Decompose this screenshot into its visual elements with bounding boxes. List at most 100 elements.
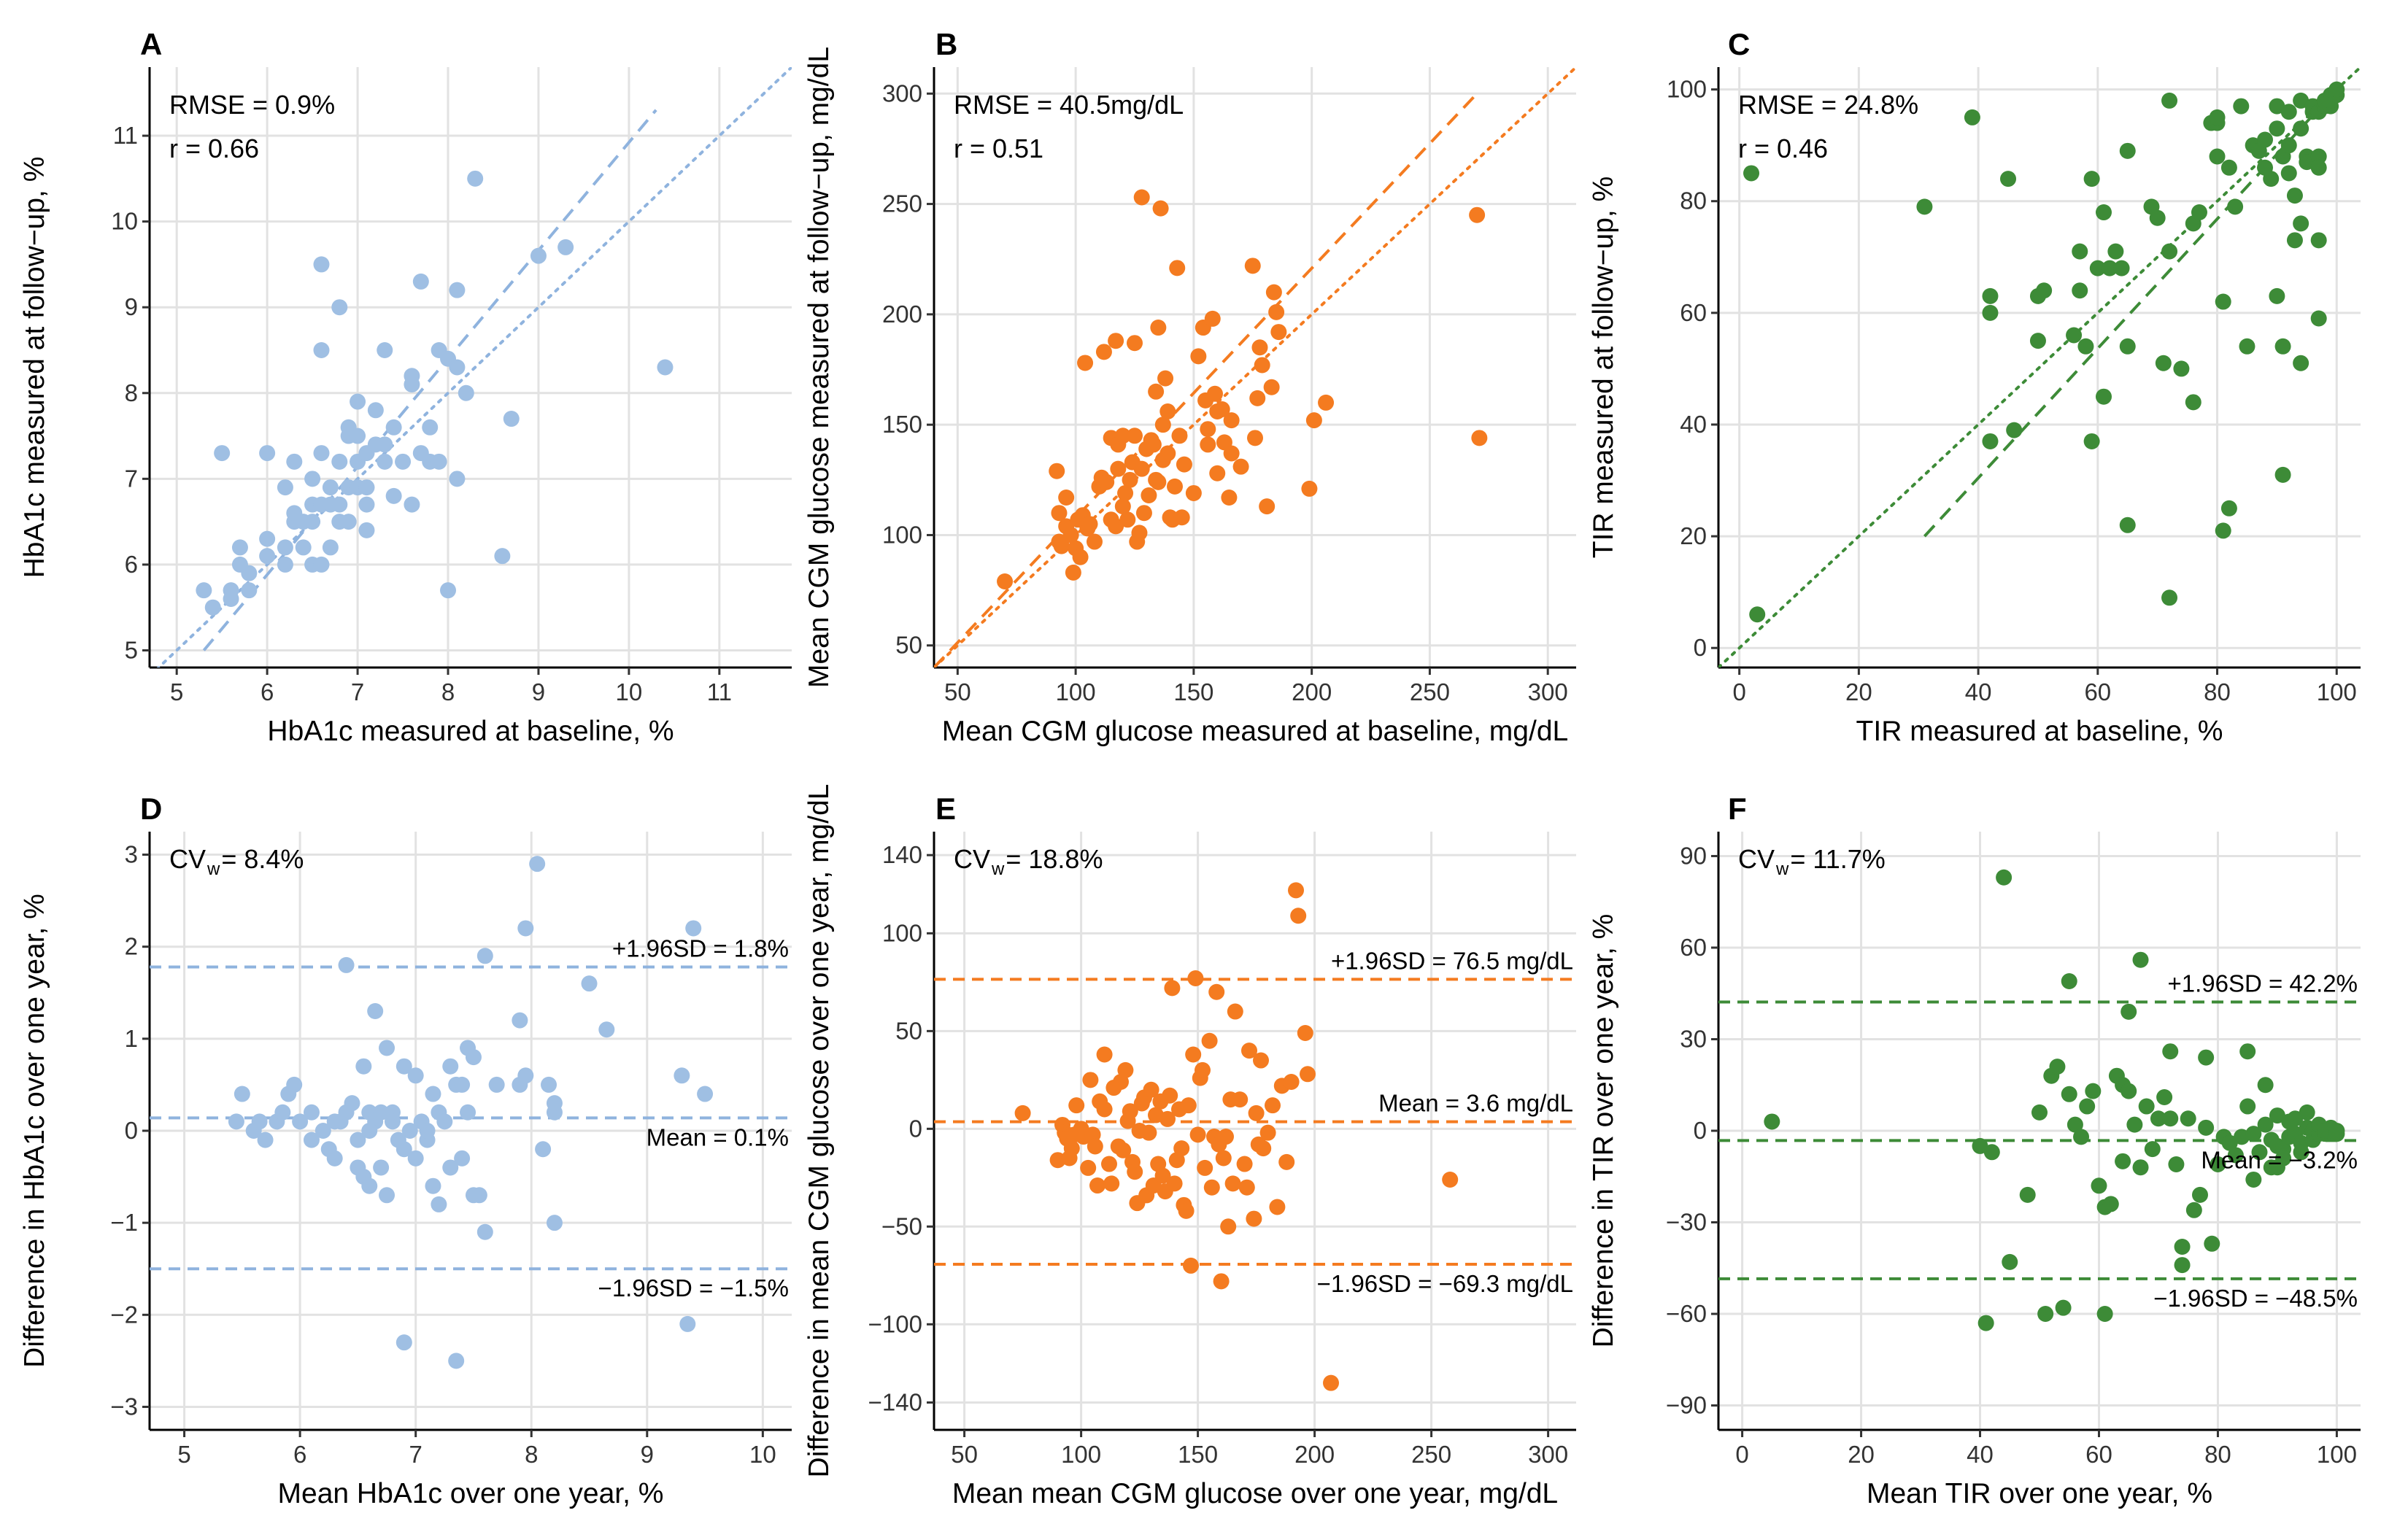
limit-line-label: +1.96SD = 42.2%: [2167, 970, 2358, 997]
data-point: [1178, 1202, 1195, 1219]
data-point: [292, 1113, 309, 1130]
cv-label-subscript: w: [1775, 859, 1789, 879]
data-point: [2155, 355, 2172, 371]
data-point: [2198, 1119, 2215, 1136]
data-point: [2067, 1116, 2083, 1133]
data-point: [2119, 517, 2136, 533]
data-point: [1982, 433, 1999, 449]
data-point: [1157, 370, 1174, 387]
data-area: [1718, 67, 2361, 668]
panel-e: 50 100 150 200 250 300 −140 −100 −50 0 50 100 140 Mea…: [803, 784, 1576, 1509]
data-point: [326, 1150, 343, 1167]
data-point: [1203, 1179, 1220, 1196]
data-point: [1223, 412, 1240, 429]
data-point: [2144, 1141, 2161, 1158]
data-point: [1221, 490, 1238, 506]
x-tick-label: 100: [2317, 1441, 2357, 1468]
data-point: [304, 471, 321, 487]
data-point: [674, 1067, 690, 1084]
data-point: [2083, 171, 2100, 187]
data-point: [2209, 109, 2226, 125]
data-point: [241, 582, 258, 599]
data-point: [2072, 243, 2088, 260]
data-point: [1259, 1124, 1276, 1141]
data-point: [1270, 324, 1287, 341]
data-point: [494, 548, 511, 565]
data-point: [2096, 1306, 2113, 1323]
data-point: [1197, 1159, 1213, 1176]
x-tick-label: 0: [1735, 1441, 1748, 1468]
data-point: [313, 341, 330, 358]
limit-line-label: Mean = −3.2%: [2201, 1146, 2358, 1173]
data-point: [1964, 109, 1980, 125]
x-tick-label: 40: [1967, 1441, 1994, 1468]
data-point: [1119, 511, 1136, 528]
data-point: [1081, 516, 1098, 533]
y-axis-title: TIR measured at follow−up, %: [1588, 177, 1619, 559]
data-point: [274, 1104, 291, 1121]
data-point: [1152, 200, 1169, 217]
data-point: [2091, 1177, 2107, 1194]
y-tick-label: −140: [868, 1388, 922, 1415]
data-point: [1246, 1210, 1262, 1227]
data-point: [1150, 473, 1167, 490]
limit-line-label: −1.96SD = −1.5%: [598, 1274, 789, 1301]
data-point: [436, 1113, 453, 1130]
data-point: [313, 556, 330, 573]
data-point: [404, 496, 420, 513]
data-point: [1049, 463, 1065, 479]
y-tick-label: 40: [1680, 411, 1707, 438]
data-point: [2107, 243, 2124, 260]
limit-line-label: +1.96SD = 1.8%: [612, 935, 789, 962]
data-point: [697, 1086, 714, 1102]
data-point: [2138, 1098, 2155, 1115]
data-point: [2037, 1306, 2054, 1323]
y-tick-label: 20: [1680, 522, 1707, 549]
data-point: [2293, 215, 2309, 232]
data-area: [156, 67, 792, 668]
data-point: [2185, 394, 2201, 411]
data-point: [1318, 394, 1335, 411]
data-point: [367, 402, 384, 419]
data-point: [1238, 1179, 1255, 1196]
data-point: [401, 1123, 418, 1139]
data-point: [2149, 209, 2166, 226]
data-point: [2293, 92, 2309, 109]
data-point: [379, 1187, 395, 1204]
data-point: [2215, 293, 2231, 310]
data-point: [1115, 1142, 1132, 1158]
data-point: [431, 1196, 447, 1212]
data-point: [314, 1123, 331, 1139]
cv-label-subscript: w: [207, 859, 220, 879]
data-point: [2180, 1110, 2196, 1127]
data-point: [361, 1123, 378, 1139]
data-point: [557, 239, 574, 255]
x-tick-label: 20: [1845, 678, 1872, 705]
data-point: [460, 1104, 476, 1121]
cv-label-prefix: CV: [169, 844, 206, 874]
panel-letter: B: [935, 27, 957, 61]
data-point: [2102, 260, 2118, 276]
limit-line-label: Mean = 0.1%: [647, 1123, 789, 1150]
data-point: [679, 1315, 696, 1332]
data-point: [338, 956, 355, 973]
data-point: [1977, 1315, 1994, 1331]
data-point: [1227, 1003, 1243, 1020]
data-point: [2126, 1116, 2143, 1133]
data-point: [2310, 310, 2327, 327]
rmse-label: RMSE = 24.8%: [1738, 90, 1918, 120]
x-tick-label: 5: [170, 678, 183, 705]
data-point: [1249, 390, 1266, 406]
data-point: [1283, 1074, 1300, 1091]
y-tick-label: 10: [111, 208, 138, 235]
data-point: [1471, 430, 1488, 446]
cv-label-value: = 8.4%: [221, 844, 304, 874]
data-point: [1162, 1087, 1178, 1104]
data-point: [2269, 120, 2285, 137]
panel-letter: A: [140, 27, 162, 61]
data-point: [361, 1177, 378, 1194]
data-point: [1141, 487, 1157, 503]
y-tick-label: −2: [110, 1301, 138, 1328]
data-point: [2245, 1171, 2262, 1188]
data-point: [467, 170, 484, 187]
